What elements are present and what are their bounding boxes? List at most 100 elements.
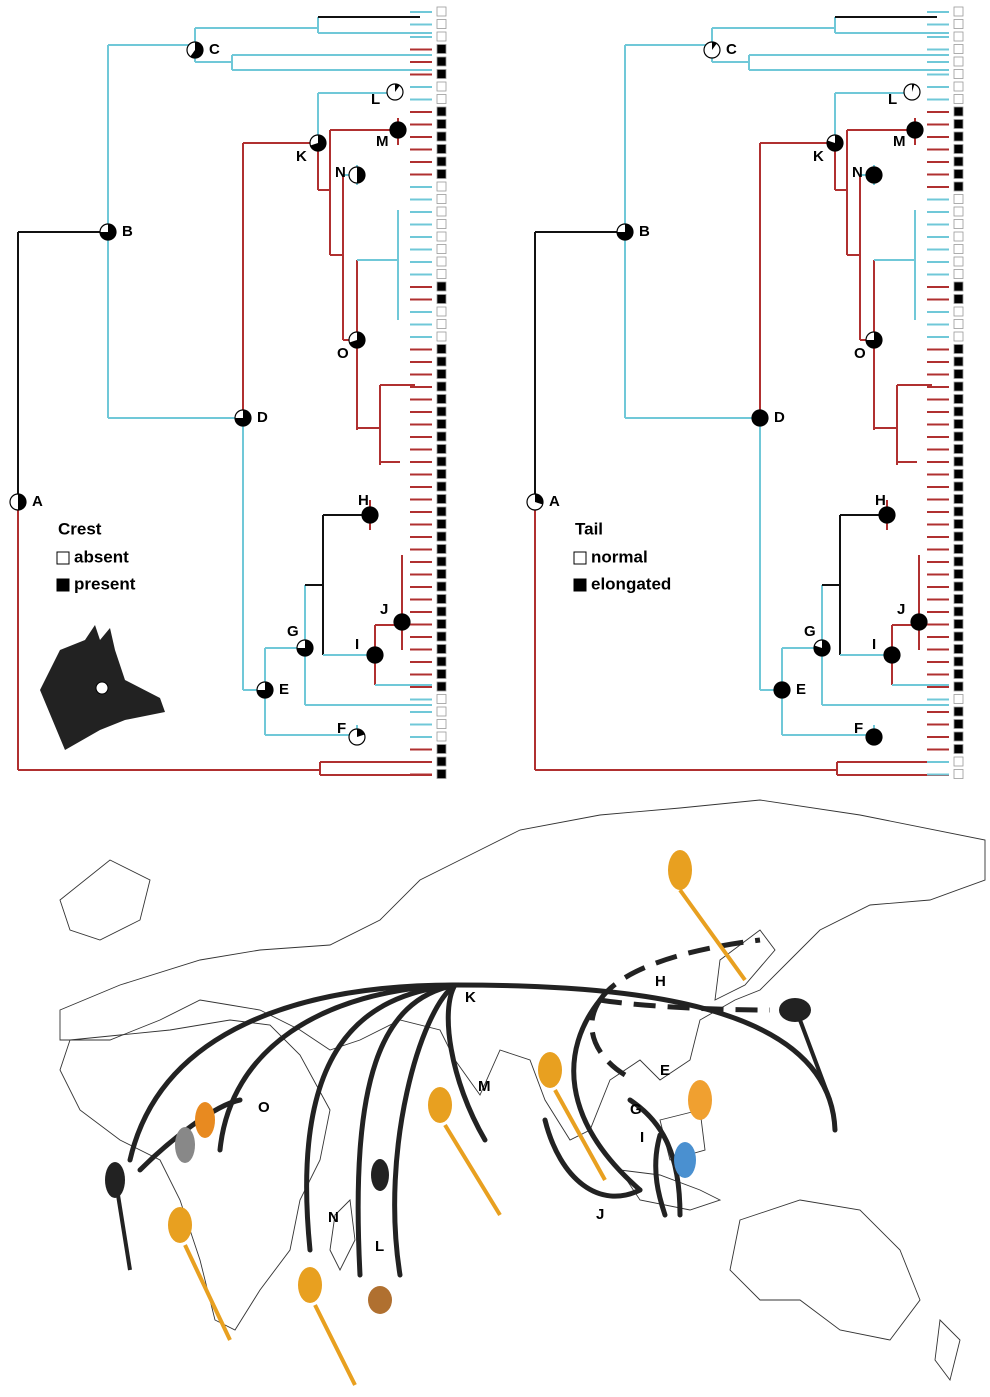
tip-state xyxy=(437,232,446,241)
tip-state xyxy=(437,482,446,491)
tip-state xyxy=(954,332,963,341)
node-label: I xyxy=(355,636,359,653)
map-label: E xyxy=(660,1062,670,1079)
legend-swatch xyxy=(57,579,69,591)
pie-slice xyxy=(357,167,365,183)
tip-state xyxy=(954,720,963,729)
tip-state xyxy=(954,595,963,604)
tip-state xyxy=(437,707,446,716)
tip-state xyxy=(954,582,963,591)
node-label: C xyxy=(726,41,737,58)
node-label: L xyxy=(371,91,380,108)
map-label: O xyxy=(258,1099,270,1116)
map-label: H xyxy=(655,973,666,990)
pie-slice xyxy=(911,614,927,630)
tip-state xyxy=(437,120,446,129)
node-label: F xyxy=(854,720,863,737)
tip-state xyxy=(437,332,446,341)
tip-state xyxy=(954,82,963,91)
node-label: I xyxy=(872,636,876,653)
tip-state xyxy=(437,557,446,566)
dispersal-routes xyxy=(130,985,835,1275)
tip-state xyxy=(954,95,963,104)
tip-state xyxy=(437,682,446,691)
tip-state xyxy=(437,220,446,229)
legend-swatch xyxy=(57,552,69,564)
tip-state xyxy=(437,407,446,416)
map-label: N xyxy=(328,1209,339,1226)
tip-state xyxy=(437,132,446,141)
tip-state xyxy=(437,745,446,754)
tip-state xyxy=(954,407,963,416)
pie-slice xyxy=(774,682,790,698)
pie-slice xyxy=(367,647,383,663)
node-label: M xyxy=(893,133,906,150)
tip-state xyxy=(437,670,446,679)
pie-slice xyxy=(390,122,406,138)
tip-state xyxy=(954,370,963,379)
tip-state xyxy=(954,320,963,329)
pie-slice xyxy=(907,122,923,138)
trees: ABCDEFGHIJKLMNOCrestabsentpresentABCDEFG… xyxy=(10,7,990,779)
node-label: A xyxy=(32,493,43,510)
node-label: B xyxy=(122,223,133,240)
tip-state xyxy=(954,670,963,679)
pie-slice xyxy=(879,507,895,523)
pie-slice xyxy=(18,494,26,510)
tip-state xyxy=(437,582,446,591)
map-label: I xyxy=(640,1129,644,1146)
node-label: H xyxy=(875,492,886,509)
tip-state xyxy=(437,182,446,191)
tip-state xyxy=(954,520,963,529)
tip-state xyxy=(954,445,963,454)
tip-state xyxy=(954,245,963,254)
tip-state xyxy=(954,357,963,366)
tip-state xyxy=(954,170,963,179)
node-label: K xyxy=(813,148,824,165)
tip-state xyxy=(954,345,963,354)
tip-state xyxy=(437,532,446,541)
tip-state xyxy=(954,507,963,516)
node-label: K xyxy=(296,148,307,165)
tip-state xyxy=(954,420,963,429)
tip-state xyxy=(437,570,446,579)
legend-title: Tail xyxy=(575,519,603,538)
tip-state xyxy=(954,145,963,154)
tip-state xyxy=(954,632,963,641)
node-label: A xyxy=(549,493,560,510)
tip-state xyxy=(954,207,963,216)
tip-state xyxy=(437,507,446,516)
pie-slice xyxy=(362,507,378,523)
tip-state xyxy=(954,307,963,316)
crest-eye xyxy=(96,682,108,694)
tip-state xyxy=(437,732,446,741)
tip-state xyxy=(437,657,446,666)
tip-state xyxy=(437,257,446,266)
tip-state xyxy=(954,682,963,691)
tip-state xyxy=(437,720,446,729)
pie-slice xyxy=(866,167,882,183)
dispersal-routes-dashed xyxy=(592,940,770,1075)
tip-state xyxy=(437,20,446,29)
tip-state xyxy=(954,532,963,541)
tip-state xyxy=(437,370,446,379)
tip-state xyxy=(437,307,446,316)
node-label: B xyxy=(639,223,650,240)
map-label: L xyxy=(375,1238,384,1255)
pie-slice xyxy=(866,729,882,745)
tip-state xyxy=(954,382,963,391)
tip-state xyxy=(954,132,963,141)
tip-state xyxy=(437,770,446,779)
legend-swatch xyxy=(574,552,586,564)
node-label: M xyxy=(376,133,389,150)
node-label: N xyxy=(335,164,346,181)
tip-state xyxy=(437,157,446,166)
node-label: C xyxy=(209,41,220,58)
map-label: J xyxy=(596,1206,604,1223)
node-label: H xyxy=(358,492,369,509)
node-label: G xyxy=(287,623,299,640)
legend-item: absent xyxy=(74,547,129,566)
tip-state xyxy=(437,357,446,366)
map-label: M xyxy=(478,1078,491,1095)
